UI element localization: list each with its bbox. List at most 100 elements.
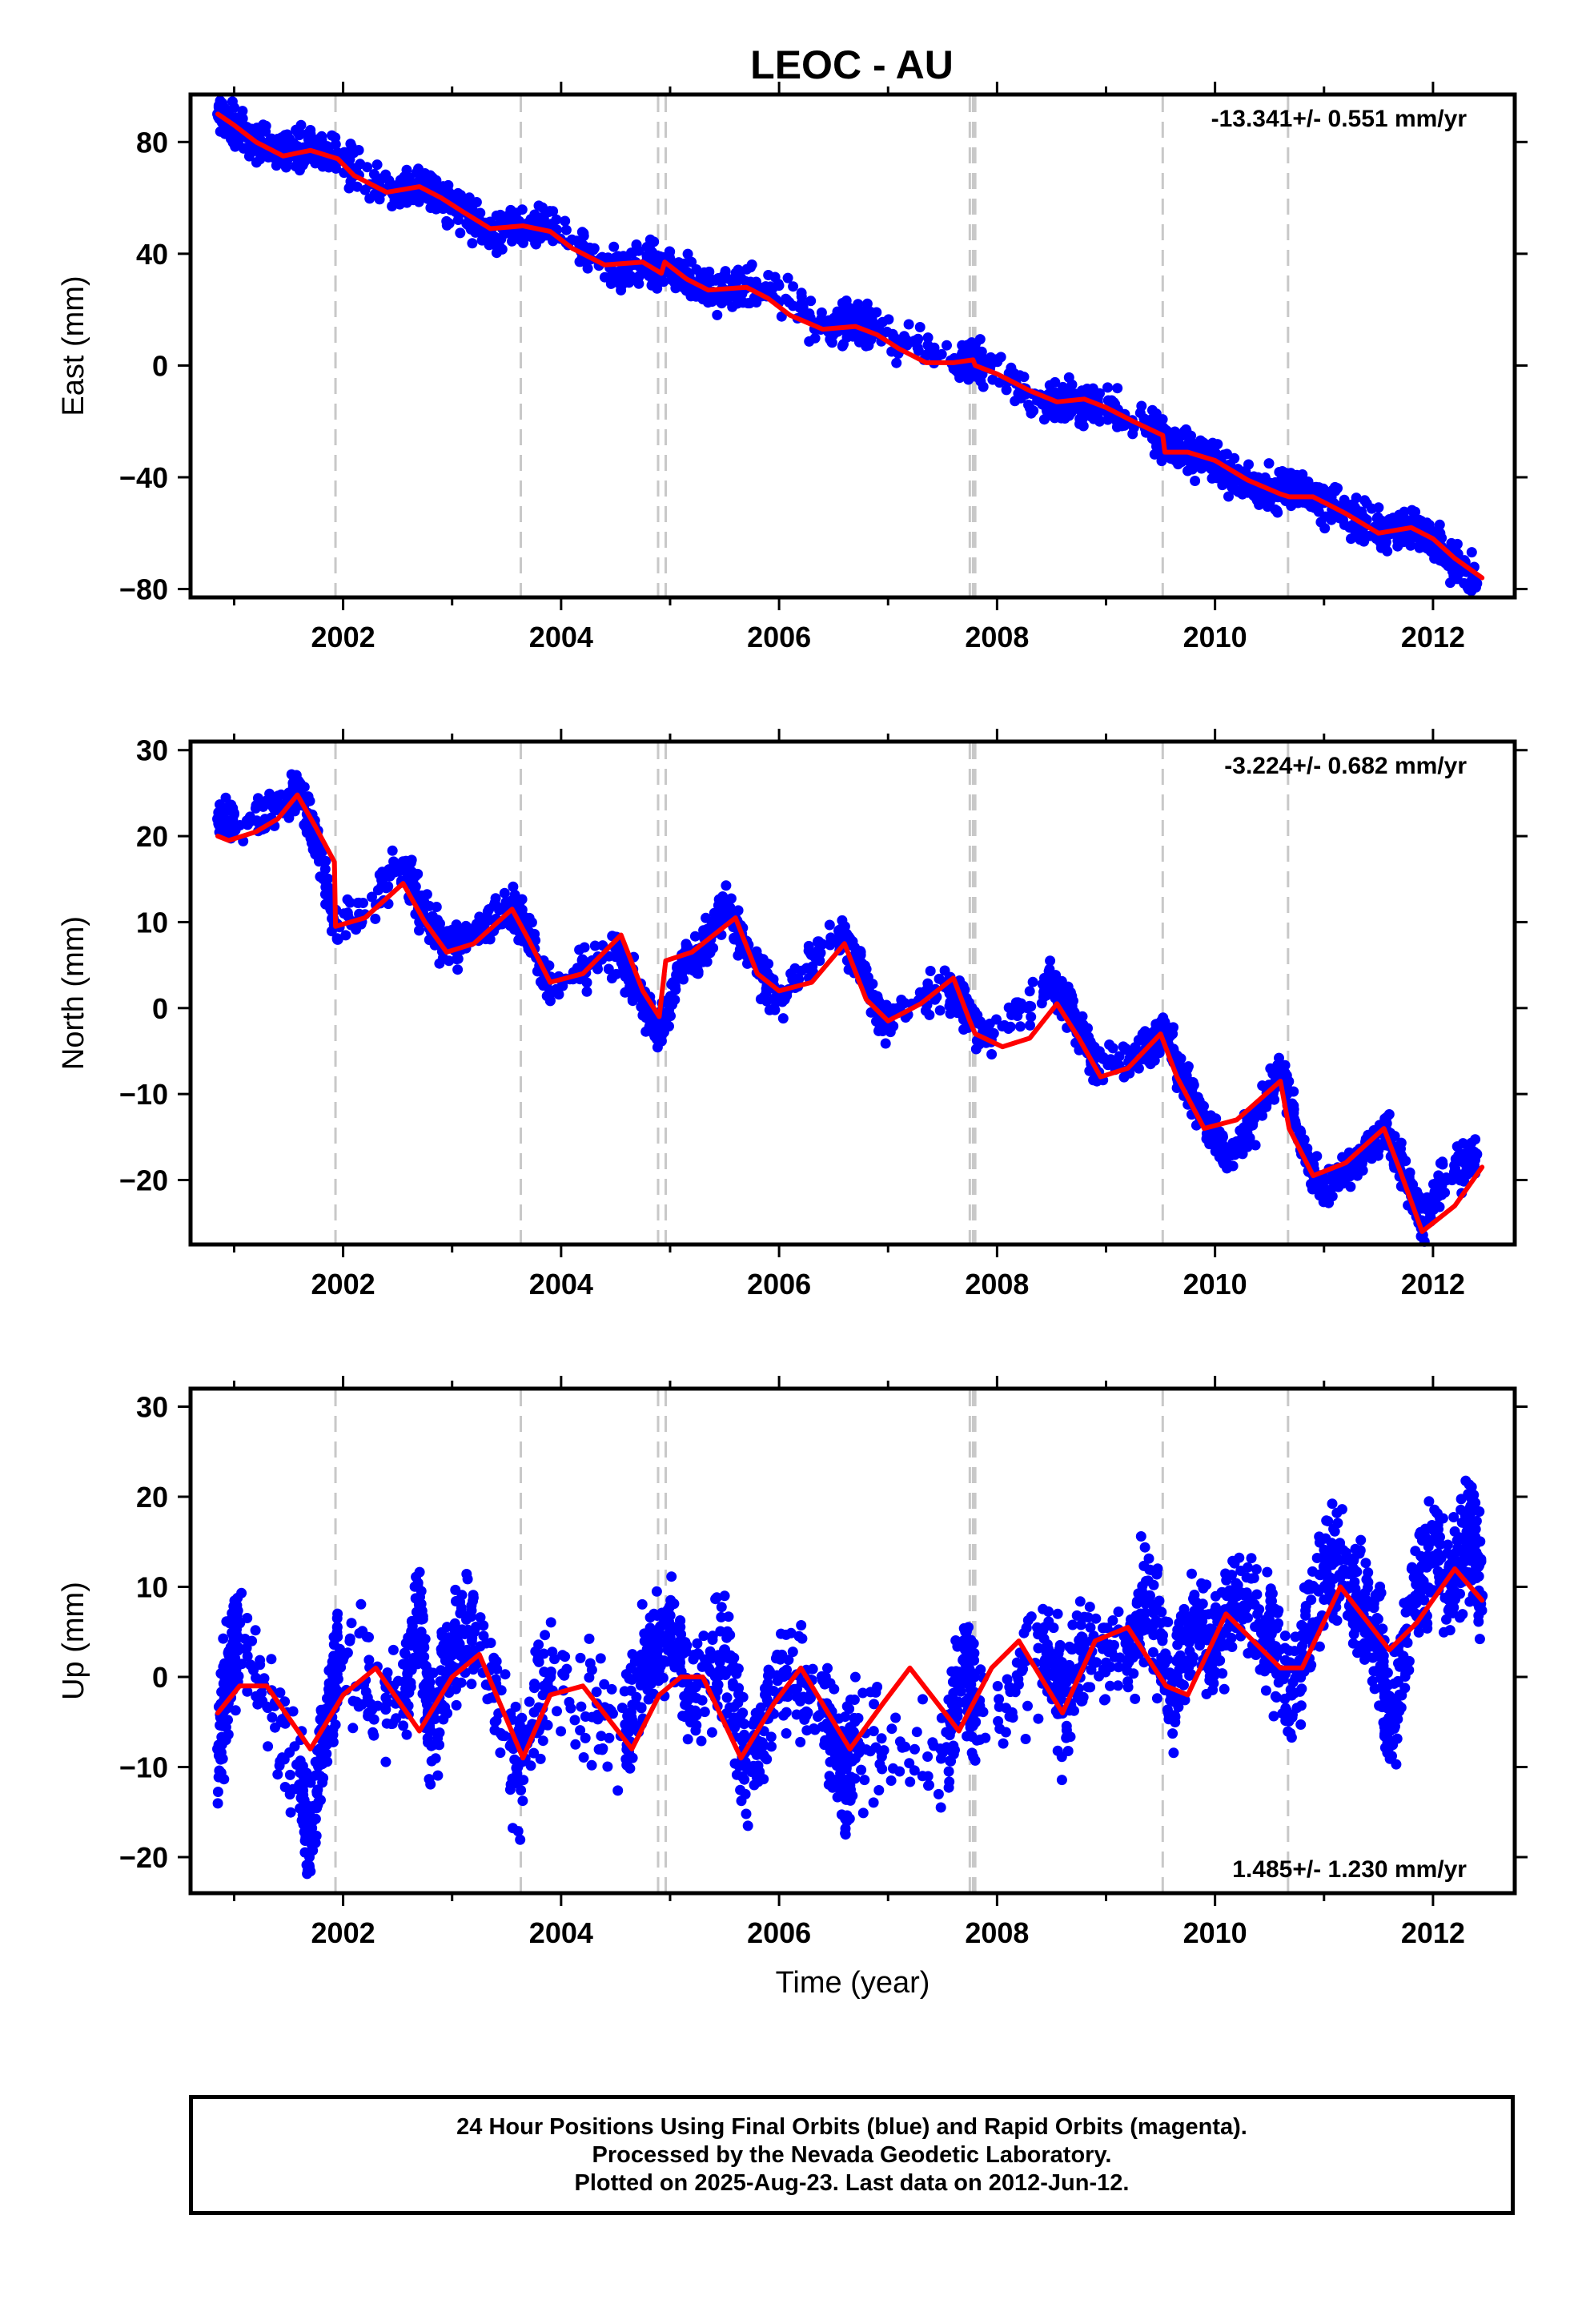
north-point — [387, 845, 398, 856]
east-x-tick-label-2002: 2002 — [311, 621, 375, 653]
up-point — [387, 1644, 399, 1655]
up-point — [267, 1712, 278, 1723]
east-point — [1339, 519, 1350, 530]
up-point — [532, 1655, 544, 1666]
up-point — [406, 1628, 417, 1639]
up-point — [461, 1569, 472, 1579]
up-point — [272, 1769, 283, 1780]
east-point — [1271, 505, 1283, 517]
up-point — [317, 1777, 328, 1788]
east-point — [1359, 495, 1371, 506]
up-point — [295, 1755, 306, 1767]
up-point — [524, 1696, 535, 1707]
up-point — [346, 1618, 357, 1629]
east-x-tick-label-2006: 2006 — [747, 621, 811, 653]
up-point — [636, 1598, 648, 1610]
up-point — [468, 1592, 479, 1603]
east-point — [588, 243, 600, 254]
east-point — [673, 257, 685, 268]
east-point — [560, 224, 572, 235]
up-point — [436, 1626, 448, 1638]
north-observation-anchor-16 — [675, 959, 687, 971]
east-point — [1259, 491, 1270, 502]
east-point — [1229, 452, 1240, 464]
east-plot-frame — [188, 92, 1517, 600]
east-point — [652, 283, 663, 294]
east-point — [1134, 408, 1146, 419]
north-point — [668, 995, 679, 1006]
north-point — [427, 911, 438, 922]
east-point — [314, 136, 325, 147]
east-point — [1409, 509, 1420, 521]
up-point — [420, 1678, 432, 1689]
east-point — [912, 335, 923, 346]
east-point — [1182, 465, 1193, 476]
up-point — [380, 1756, 391, 1767]
up-point — [284, 1769, 295, 1780]
up-point — [491, 1715, 502, 1727]
east-point — [925, 344, 935, 355]
north-point — [315, 871, 326, 883]
east-point — [891, 357, 902, 368]
east-point — [364, 193, 375, 204]
east-point — [978, 381, 989, 392]
east-point — [1119, 420, 1130, 431]
north-point — [228, 809, 239, 820]
up-point — [450, 1584, 461, 1595]
east-point — [745, 262, 756, 273]
up-point — [416, 1586, 427, 1597]
east-point — [769, 271, 781, 283]
north-observation-anchor-1 — [228, 822, 240, 834]
east-point — [447, 191, 458, 202]
north-point — [252, 793, 263, 804]
up-point — [561, 1663, 572, 1675]
east-point — [1146, 433, 1158, 444]
east-point — [1373, 502, 1384, 513]
north-observation-anchor-21 — [833, 925, 845, 937]
north-point — [763, 959, 774, 970]
north-point — [1094, 1046, 1105, 1057]
east-point — [773, 280, 785, 292]
east-point — [574, 237, 585, 248]
east-point — [1090, 411, 1101, 422]
north-point — [1381, 1112, 1392, 1123]
north-point — [934, 1005, 946, 1016]
east-point — [608, 241, 620, 252]
east-point — [732, 298, 743, 309]
up-point — [428, 1667, 439, 1679]
east-point — [942, 340, 952, 351]
up-point — [569, 1715, 580, 1726]
east-point — [1452, 573, 1463, 585]
north-point — [1015, 1021, 1026, 1032]
up-point — [597, 1743, 608, 1754]
north-point — [452, 964, 464, 975]
up-point — [251, 1672, 262, 1683]
north-point — [721, 880, 732, 891]
east-point — [1434, 519, 1445, 530]
up-point — [249, 1662, 259, 1673]
up-point — [266, 1654, 277, 1665]
north-point — [367, 891, 377, 903]
north-point — [220, 792, 231, 803]
north-x-tick-label-2002: 2002 — [311, 1268, 375, 1301]
east-point — [914, 322, 926, 332]
north-point — [408, 881, 420, 892]
north-point — [1066, 991, 1078, 1002]
east-point — [461, 219, 472, 230]
east-point — [782, 272, 793, 283]
up-point — [552, 1706, 562, 1717]
east-point — [765, 281, 776, 292]
up-point — [402, 1658, 413, 1669]
east-point — [1280, 472, 1291, 484]
up-point — [311, 1788, 323, 1799]
east-point — [633, 278, 644, 289]
up-point — [537, 1735, 548, 1747]
east-point — [1238, 482, 1249, 493]
east-point — [1063, 372, 1074, 383]
east-observation-anchor-42 — [1471, 577, 1483, 589]
east-point — [1106, 395, 1117, 406]
north-point — [1437, 1159, 1448, 1170]
up-point — [643, 1694, 654, 1705]
east-point — [1323, 488, 1335, 499]
east-point — [857, 333, 868, 344]
